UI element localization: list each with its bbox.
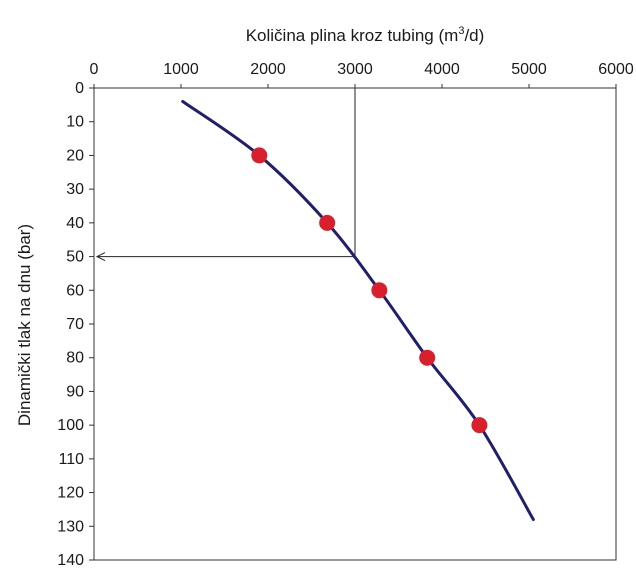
y-tick-label: 10	[66, 114, 84, 131]
x-tick-label: 4000	[424, 61, 460, 78]
y-tick-label: 40	[66, 215, 84, 232]
y-tick-label: 20	[66, 147, 84, 164]
y-tick-label: 90	[66, 383, 84, 400]
y-axis-title: Dinamički tlak na dnu (bar)	[15, 224, 34, 426]
y-tick-label: 0	[75, 80, 84, 97]
y-tick-label: 110	[58, 451, 84, 468]
data-point	[371, 282, 388, 299]
x-tick-label: 0	[90, 61, 99, 78]
guide-arrowhead	[95, 252, 106, 262]
data-point	[319, 214, 336, 231]
data-point	[251, 147, 268, 164]
x-tick-label: 3000	[337, 61, 373, 78]
plot-area-frame	[93, 87, 617, 561]
y-axis-ticks: 0 10 20 30 40 50 60 70 80 90 100 110 120 130 140	[57, 80, 94, 569]
data-point	[471, 417, 488, 434]
y-tick-label: 50	[66, 249, 84, 266]
series-line	[181, 99, 535, 522]
y-tick-label: 140	[57, 552, 84, 569]
y-tick-label: 80	[66, 350, 84, 367]
x-tick-label: 1000	[163, 61, 199, 78]
y-tick-label: 30	[66, 181, 84, 198]
x-tick-label: 6000	[598, 61, 634, 78]
y-tick-label: 100	[57, 417, 84, 434]
series-group	[181, 99, 535, 522]
y-tick-label: 120	[57, 485, 84, 502]
y-tick-label: 60	[66, 282, 84, 299]
data-point	[419, 349, 436, 366]
y-tick-label: 70	[66, 316, 84, 333]
y-tick-label: 130	[57, 518, 84, 535]
x-axis-title: Količina plina kroz tubing (m3/d)	[246, 25, 485, 45]
x-tick-label: 5000	[511, 61, 547, 78]
x-axis-ticks: 0 1000 2000 3000 4000 5000 6000	[90, 61, 634, 88]
reading-guide	[95, 88, 356, 262]
x-tick-label: 2000	[250, 61, 286, 78]
